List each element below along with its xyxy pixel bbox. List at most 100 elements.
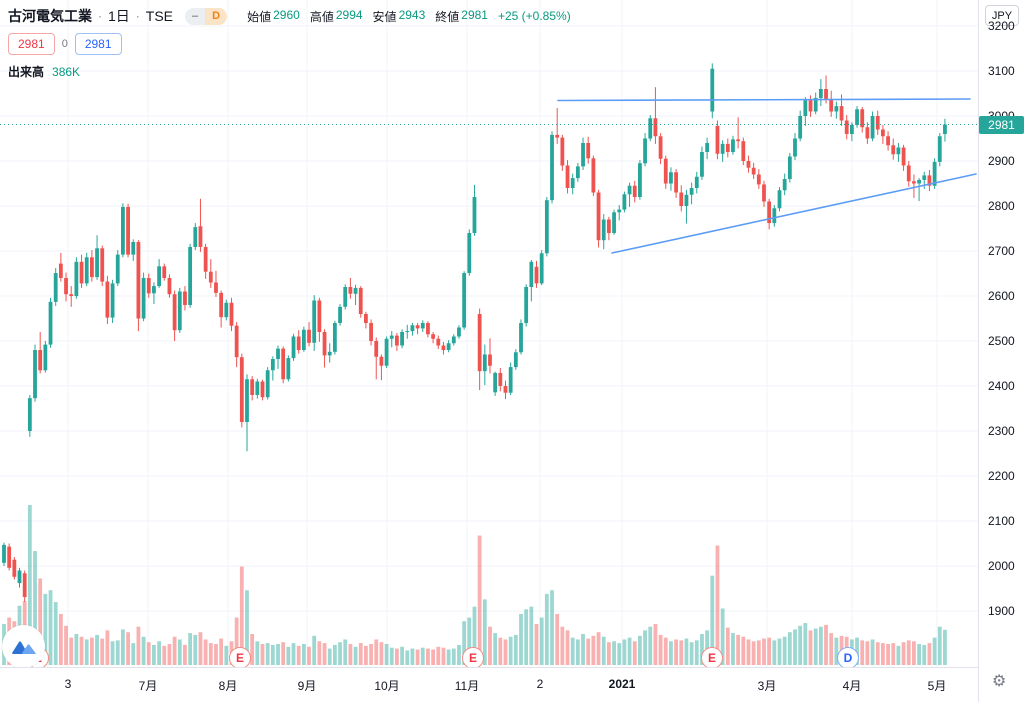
candle-body [731, 139, 735, 152]
candle-body [183, 291, 187, 305]
candle-body [669, 172, 673, 184]
candle-body [575, 166, 580, 179]
candle-body [534, 266, 539, 284]
price-tick-label: 2300 [988, 424, 1015, 438]
volume-bar [338, 642, 342, 665]
volume-bar [524, 609, 529, 665]
candle-body [570, 178, 575, 188]
volume-bar [731, 633, 735, 665]
price-tick-label: 2100 [988, 514, 1015, 528]
volume-bar [581, 634, 585, 665]
candle-body [803, 100, 808, 116]
candle-body [364, 314, 368, 323]
earnings-marker[interactable]: E [701, 647, 723, 669]
volume-bar [596, 632, 601, 665]
candle-body [89, 257, 94, 278]
candle-body [767, 201, 772, 224]
volume-bar [95, 634, 99, 665]
volume-bar [570, 637, 575, 665]
volume-bar [420, 647, 425, 665]
volume-bar [395, 648, 399, 665]
candle-body [172, 294, 177, 331]
volume-bar [270, 644, 275, 665]
candle-body [338, 306, 342, 323]
volume-bar [415, 649, 420, 665]
scale-settings-gear-icon[interactable]: ⚙ [992, 673, 1007, 690]
volume-bar [441, 647, 446, 665]
volume-bar [157, 641, 161, 665]
exchange-label: TSE [145, 8, 174, 24]
candle-body [177, 291, 182, 331]
candle-body [617, 209, 622, 213]
candle-body [622, 194, 627, 210]
currency-toggle-button[interactable]: JPY [985, 5, 1019, 26]
candle-body [410, 325, 415, 332]
volume-bar [943, 629, 947, 665]
candle-body [121, 206, 125, 255]
high-label: 高値 [309, 9, 334, 24]
price-tick-label: 2800 [988, 199, 1015, 213]
earnings-marker[interactable]: E [229, 647, 251, 669]
volume-bar [183, 644, 187, 665]
candle-body [746, 161, 751, 168]
volume-bar [332, 644, 337, 665]
volume-bar [736, 634, 741, 665]
volume-bar [782, 636, 787, 665]
candle-body [400, 332, 404, 346]
candle-body [58, 263, 63, 278]
volume-bar [177, 639, 182, 665]
price-tick-label: 2200 [988, 469, 1015, 483]
volume-bar [612, 641, 616, 665]
candle-body [322, 332, 327, 356]
candle-body [281, 348, 286, 380]
candle-body [146, 278, 151, 294]
trendline-drawing[interactable] [611, 173, 977, 254]
candle-body [513, 352, 518, 368]
time-tick-label: 2 [536, 677, 544, 691]
volume-bar [725, 627, 730, 665]
candle-body [451, 336, 456, 344]
volume-bar [343, 639, 348, 665]
price-chart-canvas[interactable] [0, 0, 978, 702]
candle-body [84, 257, 89, 284]
candle-body [152, 286, 156, 294]
candle-body [725, 143, 730, 152]
symbol-name[interactable]: 古河電気工業 [8, 8, 92, 24]
volume-bar [312, 635, 317, 665]
daily-interval-letter: D [205, 7, 228, 25]
candle-body [229, 302, 234, 326]
earnings-marker[interactable]: E [462, 647, 484, 669]
candle-body [126, 206, 130, 255]
open-value: 2960 [273, 7, 300, 22]
price-axis[interactable]: JPY 320031003000290028002700260025002400… [978, 0, 1024, 702]
volume-bar [291, 643, 296, 665]
volume-bar [307, 646, 311, 665]
candle-body [544, 200, 549, 254]
candle-body [503, 386, 508, 393]
volume-bar [405, 650, 410, 665]
candle-body [69, 294, 74, 296]
volume-bar [720, 608, 725, 665]
candle-body [12, 559, 17, 577]
interval-quick-toggle[interactable]: – D [185, 7, 228, 25]
time-axis[interactable]: 3 7月 8月 9月 10月 11月 2 2021 3月 4月 5月 [0, 667, 1024, 702]
volume-bar [653, 623, 658, 665]
dividend-marker[interactable]: D [837, 647, 859, 669]
volume-bar [239, 566, 244, 665]
candle-body [870, 116, 875, 139]
volume-bar [64, 625, 68, 665]
volume-bar [100, 638, 105, 665]
candle-body [829, 98, 834, 112]
interval-button[interactable]: 1日 [108, 8, 130, 24]
separator-dot: · [135, 9, 140, 23]
candle-body [493, 372, 498, 393]
buy-price-button[interactable]: 2981 [74, 33, 122, 55]
volume-bar [906, 640, 911, 665]
volume-bar [296, 645, 301, 665]
volume-bar [648, 626, 653, 665]
candle-body [901, 147, 906, 166]
sell-price-button[interactable]: 2981 [8, 33, 55, 55]
candle-body [131, 242, 136, 255]
volume-bar [322, 643, 327, 665]
trendline-drawing[interactable] [557, 98, 971, 102]
